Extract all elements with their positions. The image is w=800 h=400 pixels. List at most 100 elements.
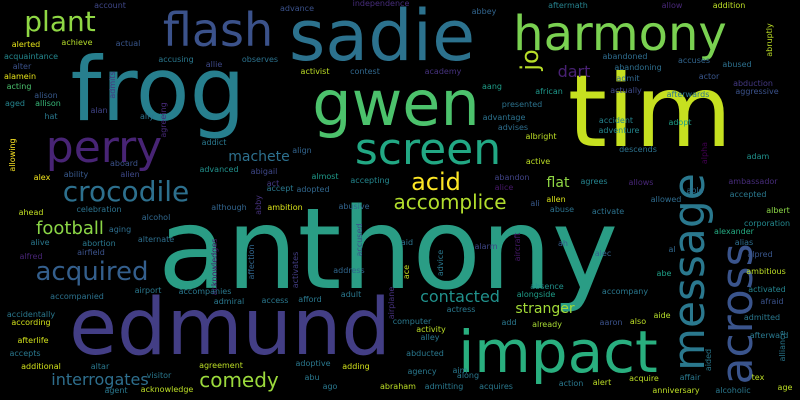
word-alive: alive — [30, 238, 50, 247]
word-alison: alison — [34, 91, 58, 100]
word-agrees: agrees — [580, 177, 608, 186]
word-plant: plant — [24, 5, 96, 38]
word-abducted: abducted — [406, 349, 444, 358]
word-ali: ali — [530, 199, 540, 208]
word-accidentally: accidentally — [6, 310, 56, 319]
word-aang: aang — [482, 82, 502, 91]
word-able: able — [686, 186, 704, 195]
word-admits: admits — [108, 71, 117, 99]
word-aboard: aboard — [109, 159, 139, 168]
word-ambassador: ambassador — [728, 177, 778, 186]
word-academy: academy — [424, 67, 462, 76]
word-add: add — [501, 318, 517, 327]
word-accepted: accepted — [729, 190, 767, 199]
word-frog: frog — [70, 38, 246, 141]
word-contacted: contacted — [420, 287, 500, 306]
word-contest: contest — [350, 67, 380, 76]
word-al: al — [668, 245, 676, 254]
word-stranger: stranger — [515, 301, 575, 317]
word-allison: allison — [35, 99, 61, 108]
word-perry: perry — [45, 122, 163, 173]
word-alfred: alfred — [19, 252, 43, 261]
word-acquired: acquired — [35, 257, 149, 287]
word-abby: abby — [254, 195, 263, 215]
word-adopt: adopt — [668, 118, 692, 127]
word-allowed: allowed — [650, 195, 682, 204]
word-agreeing: agreeing — [159, 102, 168, 138]
word-age: age — [777, 383, 793, 392]
word-airport: airport — [134, 286, 162, 295]
word-accident: accident — [598, 116, 634, 125]
word-abused: abused — [722, 60, 752, 69]
word-allen: allen — [546, 195, 566, 204]
word-afraid: afraid — [760, 297, 784, 306]
word-alter: alter — [12, 62, 32, 71]
word-admiral: admiral — [213, 297, 245, 306]
word-alliance: alliance — [778, 330, 787, 362]
word-affection: affection — [247, 244, 256, 280]
word-accused: accused — [355, 223, 364, 257]
word-affair: affair — [679, 373, 701, 382]
word-accomplice: accomplice — [393, 190, 507, 214]
word-comedy: comedy — [199, 368, 279, 392]
word-abu: abu — [304, 373, 320, 382]
word-abandon: abandon — [494, 173, 530, 182]
word-edmund: edmund — [69, 283, 391, 373]
word-access: access — [261, 296, 289, 305]
word-ace: ace — [402, 264, 411, 280]
word-aging: aging — [108, 225, 132, 234]
word-advantage: advantage — [482, 113, 526, 122]
word-alpha: alpha — [700, 141, 709, 165]
word-presented: presented — [501, 100, 543, 109]
word-aide: aide — [653, 311, 671, 320]
word-abbey: abbey — [471, 7, 497, 16]
word-abusive: abusive — [338, 202, 370, 211]
word-agent: agent — [104, 386, 128, 395]
word-abduction: abduction — [733, 79, 773, 88]
word-adam: adam — [746, 152, 770, 161]
word-crocodile: crocodile — [62, 175, 190, 208]
word-aftermath: aftermath — [548, 1, 588, 10]
word-afford: afford — [298, 295, 322, 304]
word-computer: computer — [392, 317, 432, 326]
word-flat: flat — [546, 175, 570, 191]
word-jo: jo — [516, 49, 544, 71]
word-acknowledge: acknowledge — [140, 385, 194, 394]
word-aggressive: aggressive — [735, 87, 779, 96]
word-african: african — [535, 87, 563, 96]
word-observes: observes — [241, 55, 279, 64]
word-ago: ago — [322, 382, 338, 391]
word-advice: advice — [436, 249, 445, 277]
word-abraham: abraham — [380, 382, 416, 391]
word-activist: activist — [300, 67, 330, 76]
word-anniversary: anniversary — [652, 386, 700, 395]
word-flash: flash — [162, 3, 274, 57]
word-celebration: celebration — [76, 205, 122, 214]
word-alex: alex — [33, 173, 51, 182]
word-albert: albert — [766, 206, 790, 215]
word-dart: dart — [557, 62, 591, 81]
word-acquaintance: acquaintance — [3, 52, 59, 61]
word-adoptive: adoptive — [295, 359, 331, 368]
word-abe: abe — [656, 269, 672, 278]
word-afterlife: afterlife — [17, 336, 49, 345]
word-afterward: afterward — [749, 331, 789, 340]
word-alert: alert — [592, 378, 612, 387]
word-alcohol: alcohol — [141, 213, 171, 222]
word-adding: adding — [342, 362, 370, 371]
word-ahead: ahead — [18, 208, 44, 217]
word-alarm: alarm — [474, 242, 498, 251]
word-ally: ally — [139, 112, 155, 121]
word-abandoning: abandoning — [614, 63, 662, 72]
word-albright: albright — [525, 132, 557, 141]
word-almost: almost — [311, 172, 339, 181]
word-additional: additional — [21, 362, 61, 371]
word-alley: alley — [420, 333, 440, 342]
word-abruptly: abruptly — [765, 23, 774, 57]
word-advanced: advanced — [199, 165, 239, 174]
word-alan: alan — [90, 106, 108, 115]
word-alec: alec — [594, 249, 612, 258]
word-aim: aim — [452, 366, 468, 375]
word-adult: adult — [340, 290, 362, 299]
word-hat: hat — [44, 112, 58, 121]
